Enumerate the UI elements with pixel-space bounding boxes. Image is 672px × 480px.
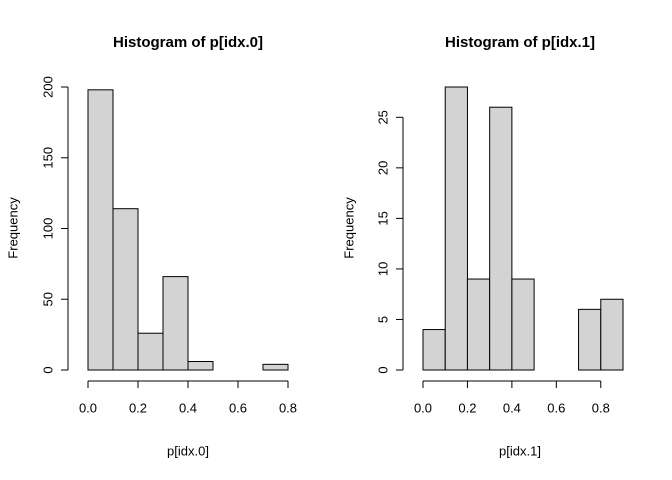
y-axis-label: Frequency [341,197,356,259]
x-tick-label: 0.0 [414,400,432,415]
y-tick-label: 20 [375,161,390,175]
bar [466,278,491,371]
y-tick-label: 50 [40,292,55,306]
y-tick-label: 10 [375,262,390,276]
x-axis-label: p[idx.0] [167,443,209,458]
chart-title: Histogram of p[idx.1] [445,34,595,51]
x-tick-label: 0.2 [458,400,476,415]
x-tick-label: 0.4 [503,400,521,415]
bar [444,86,468,371]
y-tick-label: 0 [375,366,390,373]
bar [578,308,602,371]
bar [162,276,189,371]
bar [489,106,513,371]
bar [422,329,446,371]
chart-title: Histogram of p[idx.0] [113,34,263,51]
bar [600,298,624,371]
y-tick-label: 25 [375,110,390,124]
x-tick-label: 0.8 [279,400,297,415]
y-tick-label: 150 [40,147,55,169]
bar [262,363,289,371]
x-tick-label: 0.0 [79,400,97,415]
y-tick-label: 100 [40,218,55,240]
y-tick-label: 0 [40,366,55,373]
bar [511,278,535,371]
x-tick-label: 0.6 [547,400,565,415]
y-tick-label: 5 [375,316,390,323]
x-tick-label: 0.2 [129,400,147,415]
y-tick-label: 200 [40,76,55,98]
y-tick-label: 15 [375,211,390,225]
bar [137,332,164,371]
x-axis-label: p[idx.1] [499,443,541,458]
x-tick-label: 0.8 [592,400,610,415]
x-tick-label: 0.4 [179,400,197,415]
x-tick-label: 0.6 [229,400,247,415]
bar [112,208,139,371]
bar [187,361,214,371]
bar [87,89,114,371]
y-axis-label: Frequency [5,197,20,259]
